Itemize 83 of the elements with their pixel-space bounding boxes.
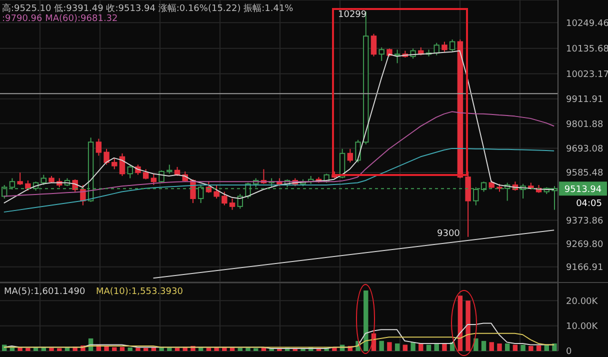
candlestick	[378, 46, 384, 62]
line-series	[3, 332, 555, 348]
bar	[497, 343, 502, 351]
y-tick-label: 9373.86	[566, 216, 604, 226]
candlestick	[150, 173, 157, 186]
annotation: MA(10):1,553.3930	[96, 287, 183, 297]
candlestick	[214, 184, 220, 200]
y-tick-label: 20.00K	[566, 296, 599, 307]
y-tick-label: 10249.46	[566, 18, 608, 29]
bar	[253, 348, 258, 351]
y-tick-label: 9911.91	[566, 95, 604, 106]
bar	[489, 342, 494, 351]
bar	[466, 300, 470, 351]
annotation: 高:9525.10 低:9391.49 收:9513.94 涨幅:0.16%(15.22) 振幅:1.41%	[2, 2, 294, 14]
bar	[394, 343, 400, 351]
annotation: MA(5):1,601.1490	[4, 287, 86, 297]
candlestick	[158, 170, 164, 184]
candlestick	[222, 191, 228, 206]
bar	[402, 344, 408, 351]
bar	[238, 348, 242, 351]
bar	[206, 348, 212, 351]
bar	[136, 348, 140, 351]
y-tick-label: 9166.91	[566, 263, 604, 274]
candlestick	[40, 174, 47, 186]
bar	[57, 348, 62, 351]
candlestick	[25, 180, 31, 192]
bar	[143, 348, 148, 351]
bar	[458, 296, 463, 351]
bar	[528, 346, 534, 351]
bar	[379, 340, 384, 351]
y-tick-label: 0	[566, 347, 572, 357]
y-tick-label: 9269.80	[566, 240, 604, 250]
bar	[104, 346, 109, 351]
bar	[214, 347, 219, 351]
candlestick	[96, 138, 102, 156]
candlestick	[442, 41, 448, 52]
bar	[418, 343, 424, 351]
candlestick	[229, 198, 236, 210]
bar	[159, 347, 164, 351]
bar	[2, 344, 7, 351]
y-tick-label: 9693.08	[566, 144, 604, 154]
bar	[26, 348, 30, 351]
bar	[512, 344, 518, 351]
bar	[536, 345, 542, 351]
bar	[49, 348, 54, 351]
candlestick	[166, 164, 172, 174]
candlestick	[370, 33, 377, 57]
y-tick-label: 9801.88	[566, 120, 604, 130]
bar	[442, 344, 447, 351]
bar	[174, 348, 180, 351]
bar	[481, 340, 486, 351]
candlestick	[347, 148, 354, 163]
y-tick-label: 10023.17	[566, 70, 608, 80]
bar	[552, 343, 557, 351]
bar	[410, 342, 416, 351]
bar	[474, 338, 478, 351]
bar	[128, 347, 132, 351]
y-tick-label: 9585.48	[566, 168, 604, 179]
bar	[520, 344, 526, 351]
bar	[246, 348, 250, 351]
y-tick-label: 10135.68	[566, 44, 608, 55]
bar	[33, 347, 38, 351]
candlestick	[394, 49, 400, 64]
bar	[504, 343, 510, 351]
candlestick	[104, 148, 110, 166]
annotation: 9300	[437, 229, 460, 239]
bar	[387, 342, 392, 351]
y-tick-label: 10.00K	[566, 322, 599, 332]
annotation: :9790.96 MA(60):9681.32	[2, 14, 118, 24]
bar	[544, 344, 549, 351]
candlestick	[142, 168, 149, 180]
bar	[112, 347, 117, 351]
candlestick	[112, 157, 118, 170]
bar	[426, 344, 432, 351]
bar	[120, 346, 125, 351]
candlestick	[17, 172, 23, 186]
line-series	[3, 148, 555, 213]
candlestick	[449, 38, 456, 52]
candlestick	[127, 164, 133, 179]
ref-line-label: 9513.94	[564, 185, 602, 196]
text: 04:05	[576, 199, 602, 209]
candlestick	[465, 170, 471, 238]
bar	[167, 348, 172, 351]
